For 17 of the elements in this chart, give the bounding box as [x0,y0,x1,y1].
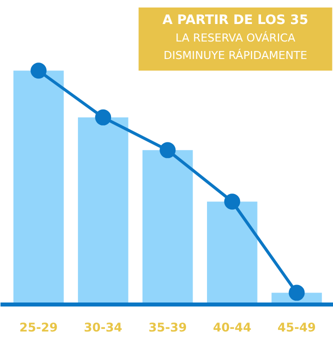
text: LA RESERVA OVÁRICA [176,30,296,44]
text: DISMINUYE RÁPIDAMENTE [164,48,308,62]
bar [78,117,128,304]
x-tick-label: 25-29 [19,320,58,334]
point [224,194,240,210]
bar [142,150,193,304]
bar [207,202,258,304]
x-tick-label: 40-44 [212,320,252,334]
x-tick-label: 35-39 [148,320,187,334]
point [160,142,176,158]
point [30,62,47,79]
x-tick-label: 30-34 [84,320,122,334]
point [288,284,305,301]
bar [13,70,64,304]
point [95,109,112,126]
x-tick-label: 45-49 [278,320,316,334]
text: A PARTIR DE LOS 35 [162,12,308,28]
